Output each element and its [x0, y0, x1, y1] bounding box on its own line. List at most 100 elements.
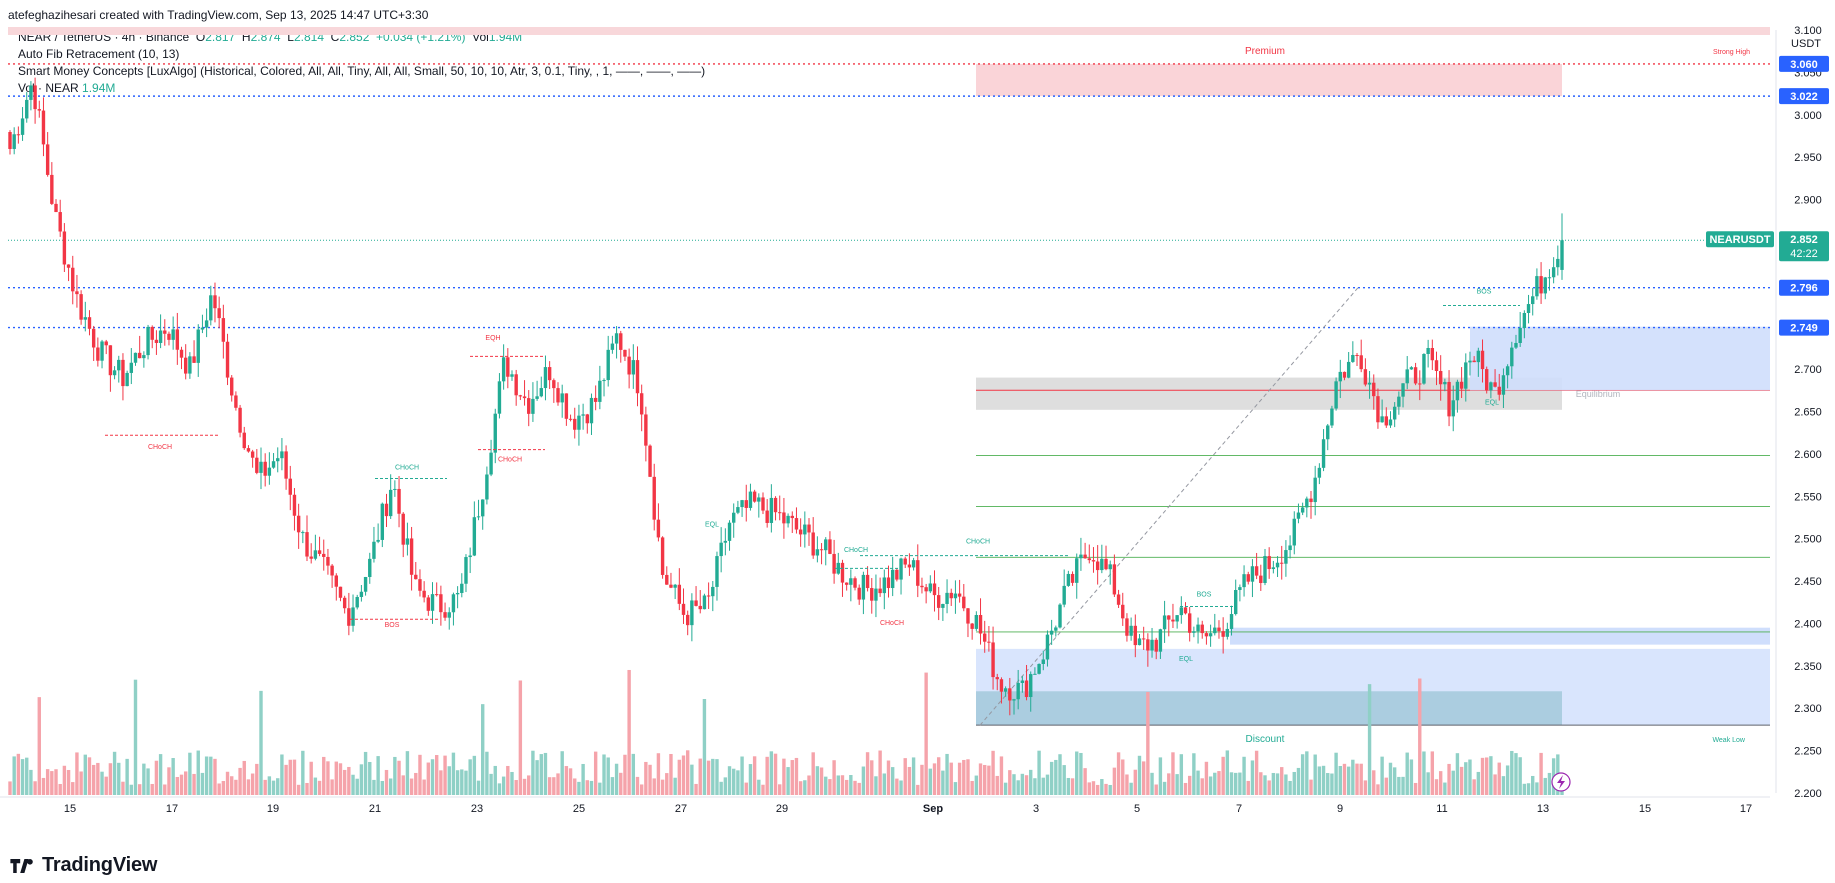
candle-body	[1372, 382, 1376, 397]
volume-bar	[803, 780, 807, 795]
volume-bar	[129, 784, 134, 795]
candle-body	[1560, 240, 1564, 270]
volume-bar	[1280, 767, 1284, 795]
volume-bar	[547, 777, 552, 795]
time-tick-label: 21	[369, 803, 381, 815]
volume-bar	[635, 776, 640, 795]
candle-body	[1204, 633, 1209, 637]
volume-bar	[1137, 755, 1142, 795]
candle-body	[1501, 375, 1506, 395]
volume-bar	[171, 758, 175, 795]
volume-bar	[857, 782, 861, 795]
volume-bar	[322, 756, 326, 795]
candle-body	[773, 497, 778, 513]
volume-bar	[481, 704, 485, 795]
volume-bar	[200, 772, 205, 795]
price-tag-value: 3.022	[1790, 91, 1818, 103]
candle-body	[1083, 554, 1087, 559]
candle-body	[786, 515, 790, 524]
volume-bar	[1171, 752, 1175, 795]
time-tick-label: 25	[573, 803, 585, 815]
price-tag-bg	[1779, 279, 1829, 296]
candle-body	[87, 317, 92, 329]
candle-body	[577, 415, 581, 430]
volume-bar	[1091, 781, 1096, 795]
candle-body	[1443, 381, 1447, 385]
candle-body	[573, 418, 577, 430]
candle-body	[355, 596, 359, 608]
volume-bar	[1154, 784, 1158, 795]
fib-indicator-legend[interactable]: Auto Fib Retracement (10, 13)	[18, 47, 180, 61]
volume-bar	[844, 779, 849, 795]
candle-body	[100, 341, 104, 361]
candle-body	[104, 341, 108, 346]
volume-bar	[706, 760, 711, 795]
candle-body	[1008, 688, 1012, 701]
candle-body	[585, 414, 589, 424]
candle-body	[531, 398, 535, 414]
candle-body	[1116, 594, 1121, 605]
candle-body	[330, 565, 334, 576]
tradingview-logo[interactable]: TradingView	[10, 854, 157, 877]
candle-body	[1054, 627, 1058, 631]
volume-bar	[1129, 782, 1133, 795]
candle-body	[342, 597, 347, 609]
volume-bar	[1116, 752, 1121, 795]
smc-indicator-legend[interactable]: Smart Money Concepts [LuxAlgo] (Historic…	[18, 64, 706, 78]
price-tick-label: 2.950	[1794, 152, 1822, 164]
price-tick-label: 2.450	[1794, 576, 1822, 588]
candle-body	[1338, 371, 1342, 382]
volume-bar	[744, 782, 748, 795]
candle-body	[1141, 638, 1146, 640]
volume-bar	[422, 779, 426, 795]
candle-body	[1518, 327, 1522, 343]
candle-body	[1451, 400, 1455, 417]
candle-body	[217, 308, 221, 319]
candle-body	[706, 595, 711, 597]
candle-body	[727, 522, 732, 541]
volume-bar	[313, 777, 318, 795]
volume-bar	[1535, 782, 1539, 795]
volume-bar	[1288, 780, 1292, 795]
candle-body	[388, 489, 393, 517]
candle-body	[1430, 348, 1435, 361]
candle-body	[204, 320, 209, 328]
candle-body	[1535, 276, 1539, 297]
candle-body	[280, 451, 284, 459]
candle-body	[1426, 348, 1430, 354]
volume-bar	[1079, 752, 1083, 795]
volume-bar	[342, 769, 347, 795]
candle-body	[669, 584, 673, 588]
volume-bar	[79, 771, 83, 795]
volume-bar	[163, 784, 167, 795]
candle-body	[288, 478, 292, 495]
candle-body	[238, 407, 242, 433]
candle-body	[874, 588, 878, 601]
volume-bar	[983, 764, 987, 795]
candle-body	[434, 594, 439, 596]
candle-body	[690, 600, 694, 626]
volume-bar	[83, 754, 87, 795]
candle-body	[1146, 639, 1150, 651]
volume-bar	[627, 669, 631, 795]
candle-body	[1459, 381, 1464, 389]
price-tag-bg	[1779, 88, 1829, 105]
candle-body	[890, 569, 895, 589]
volume-bar	[518, 680, 523, 795]
volume-bar	[1037, 750, 1041, 795]
candle-body	[79, 294, 83, 320]
volume-bar	[267, 776, 272, 795]
volume-bar	[1029, 769, 1033, 795]
volume-bar	[711, 758, 715, 795]
volume-bar	[1422, 751, 1426, 795]
volume-bar	[836, 775, 840, 795]
candle-body	[1317, 467, 1322, 478]
volume-bar	[1003, 782, 1008, 795]
price-tag-value: 3.060	[1790, 59, 1818, 71]
volume-bar	[338, 763, 343, 795]
volume-bar	[50, 771, 54, 795]
candle-body	[778, 512, 782, 514]
volume-bar	[430, 759, 435, 795]
volume-indicator-legend[interactable]: Vol · NEAR 1.94M	[18, 81, 115, 95]
